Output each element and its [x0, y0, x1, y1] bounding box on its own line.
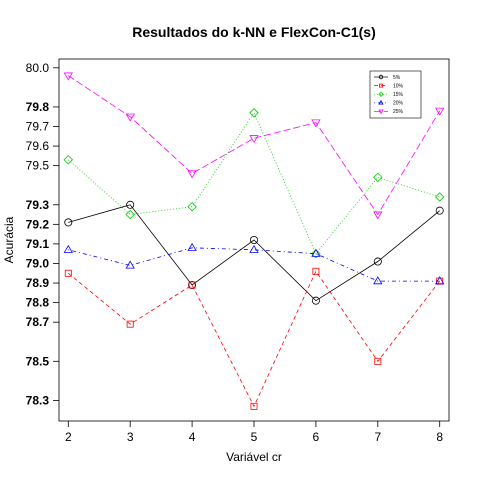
data-point	[312, 267, 320, 275]
data-point	[63, 244, 73, 253]
data-point	[126, 320, 134, 328]
data-point	[373, 172, 383, 183]
legend-marker	[378, 99, 384, 105]
series-2	[64, 267, 444, 410]
data-point	[249, 244, 259, 253]
x-axis-label: Variável cr	[226, 450, 282, 464]
data-point	[63, 72, 73, 81]
legend-box	[369, 70, 422, 119]
x-tick-label: 6	[313, 430, 320, 444]
series-3	[63, 108, 445, 259]
data-point	[250, 402, 258, 410]
y-tick-label: 78.3	[26, 393, 50, 407]
data-point	[311, 296, 320, 305]
y-tick-label: 79.7	[26, 120, 50, 134]
y-tick-label: 79.2	[26, 217, 50, 231]
y-tick-label: 78.5	[26, 354, 50, 368]
legend-label: 15%	[393, 92, 404, 98]
data-point	[435, 276, 445, 285]
data-point	[64, 269, 72, 277]
x-tick-label: 2	[65, 430, 72, 444]
series-4	[63, 242, 445, 285]
y-tick-label: 78.8	[26, 296, 50, 310]
legend-label: 20%	[393, 101, 404, 107]
y-tick-label: 80.0	[26, 61, 50, 75]
y-tick-label: 78.7	[26, 315, 50, 329]
series-line	[68, 204, 440, 302]
data-point	[126, 200, 135, 209]
series-1	[64, 200, 444, 305]
data-point	[373, 211, 383, 220]
data-point	[311, 248, 321, 257]
series-line	[68, 75, 441, 216]
data-point	[435, 206, 444, 215]
x-tick-label: 4	[189, 430, 196, 444]
data-point	[125, 113, 135, 122]
series-layer	[63, 72, 445, 410]
y-tick-label: 79.0	[26, 256, 50, 270]
legend-label: 25%	[393, 109, 404, 115]
data-point	[374, 357, 382, 365]
legend-marker	[378, 74, 384, 80]
x-axis: 2 3 4 5 6 7 8	[65, 421, 443, 444]
legend-entry: 20%	[374, 99, 404, 107]
legend-entry: 10%	[374, 83, 404, 89]
data-point	[64, 218, 73, 227]
data-point	[373, 257, 382, 266]
x-tick-label: 8	[436, 430, 443, 444]
series-line	[68, 247, 440, 282]
chart-title: Resultados do k-NN e FlexCon-C1(s)	[132, 24, 375, 40]
y-tick-label: 79.5	[26, 159, 50, 173]
data-point	[249, 108, 259, 118]
legend-label: 5%	[393, 75, 401, 81]
data-point	[187, 202, 197, 212]
legend-entry: 25%	[374, 109, 404, 115]
data-point	[187, 170, 197, 179]
x-tick-label: 3	[127, 430, 134, 444]
data-point	[125, 209, 135, 220]
series-5	[63, 72, 445, 220]
data-point	[249, 235, 258, 244]
series-line	[68, 270, 441, 408]
x-tick-label: 7	[374, 430, 381, 444]
legend-entry: 15%	[374, 91, 404, 98]
legend-entry: 5%	[374, 74, 401, 81]
x-tick-label: 5	[251, 430, 258, 444]
data-point	[311, 248, 321, 259]
data-point	[188, 281, 197, 290]
y-axis-label: Acurácia	[2, 216, 16, 263]
data-point	[249, 135, 259, 144]
y-tick-label: 79.3	[26, 198, 50, 212]
y-axis: 78.3 78.5 78.7 78.8 78.9 79.0 79.1 79.2 79.3 79.5…	[26, 61, 59, 407]
data-point	[373, 276, 383, 285]
legend-label: 10%	[393, 83, 404, 89]
data-point	[125, 260, 135, 269]
data-point	[311, 119, 321, 128]
legend-marker	[379, 83, 383, 88]
legend-marker	[378, 91, 384, 97]
y-tick-label: 79.6	[26, 139, 50, 153]
data-point	[63, 155, 73, 165]
data-point	[435, 107, 445, 116]
data-point	[187, 242, 197, 251]
y-tick-label: 79.1	[26, 237, 50, 251]
legend: 5% 10% 15% 20% 25%	[369, 70, 422, 119]
data-point	[188, 281, 196, 289]
y-tick-label: 78.9	[26, 276, 50, 290]
y-tick-label: 79.8	[26, 100, 50, 114]
legend-marker	[378, 109, 384, 115]
data-point	[435, 192, 445, 202]
